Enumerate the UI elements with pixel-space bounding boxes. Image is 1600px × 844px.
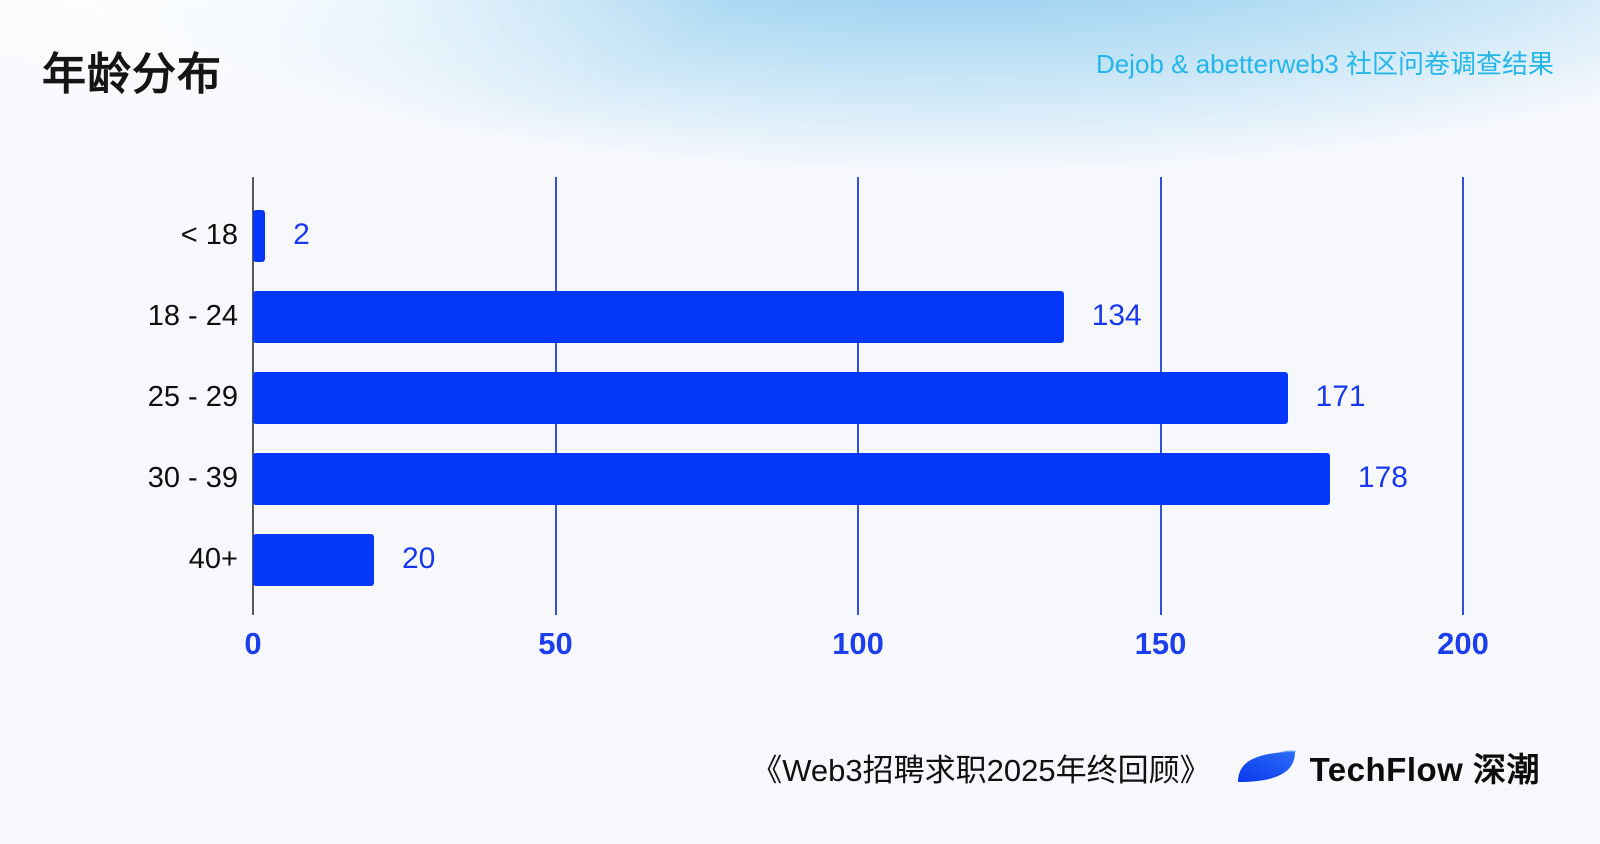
- brand-lockup: TechFlow 深潮: [1237, 743, 1540, 791]
- category-label: 40+: [188, 542, 238, 575]
- x-tick-label: 150: [1134, 626, 1187, 661]
- x-tick-label: 0: [244, 626, 262, 661]
- bar: [253, 209, 266, 262]
- grid-line: [1462, 177, 1464, 615]
- category-label: 30 - 39: [147, 461, 238, 494]
- source-citation: 《Web3招聘求职2025年终回顾》: [751, 752, 1211, 788]
- value-label: 171: [1315, 379, 1366, 413]
- page-title: 年龄分布: [42, 50, 222, 99]
- category-label: < 18: [180, 218, 238, 251]
- category-label: 25 - 29: [147, 380, 238, 413]
- bar: [253, 290, 1064, 343]
- value-label: 134: [1091, 298, 1142, 332]
- value-label: 178: [1357, 460, 1408, 494]
- bar: [253, 533, 374, 586]
- bar: [253, 371, 1288, 424]
- value-label: 20: [402, 541, 436, 575]
- footer: 《Web3招聘求职2025年终回顾》 TechFlow 深潮: [751, 742, 1540, 792]
- x-tick-label: 200: [1437, 626, 1489, 661]
- value-label: 2: [293, 217, 310, 251]
- brand-name: TechFlow 深潮: [1309, 751, 1540, 788]
- category-label: 18 - 24: [147, 299, 238, 332]
- x-tick-label: 50: [538, 626, 573, 661]
- techflow-leaf-logo-icon: [1237, 750, 1296, 782]
- x-tick-label: 100: [832, 626, 884, 661]
- bar: [253, 452, 1330, 505]
- page-subtitle: Dejob & abetterweb3 社区问卷调查结果: [1095, 49, 1554, 79]
